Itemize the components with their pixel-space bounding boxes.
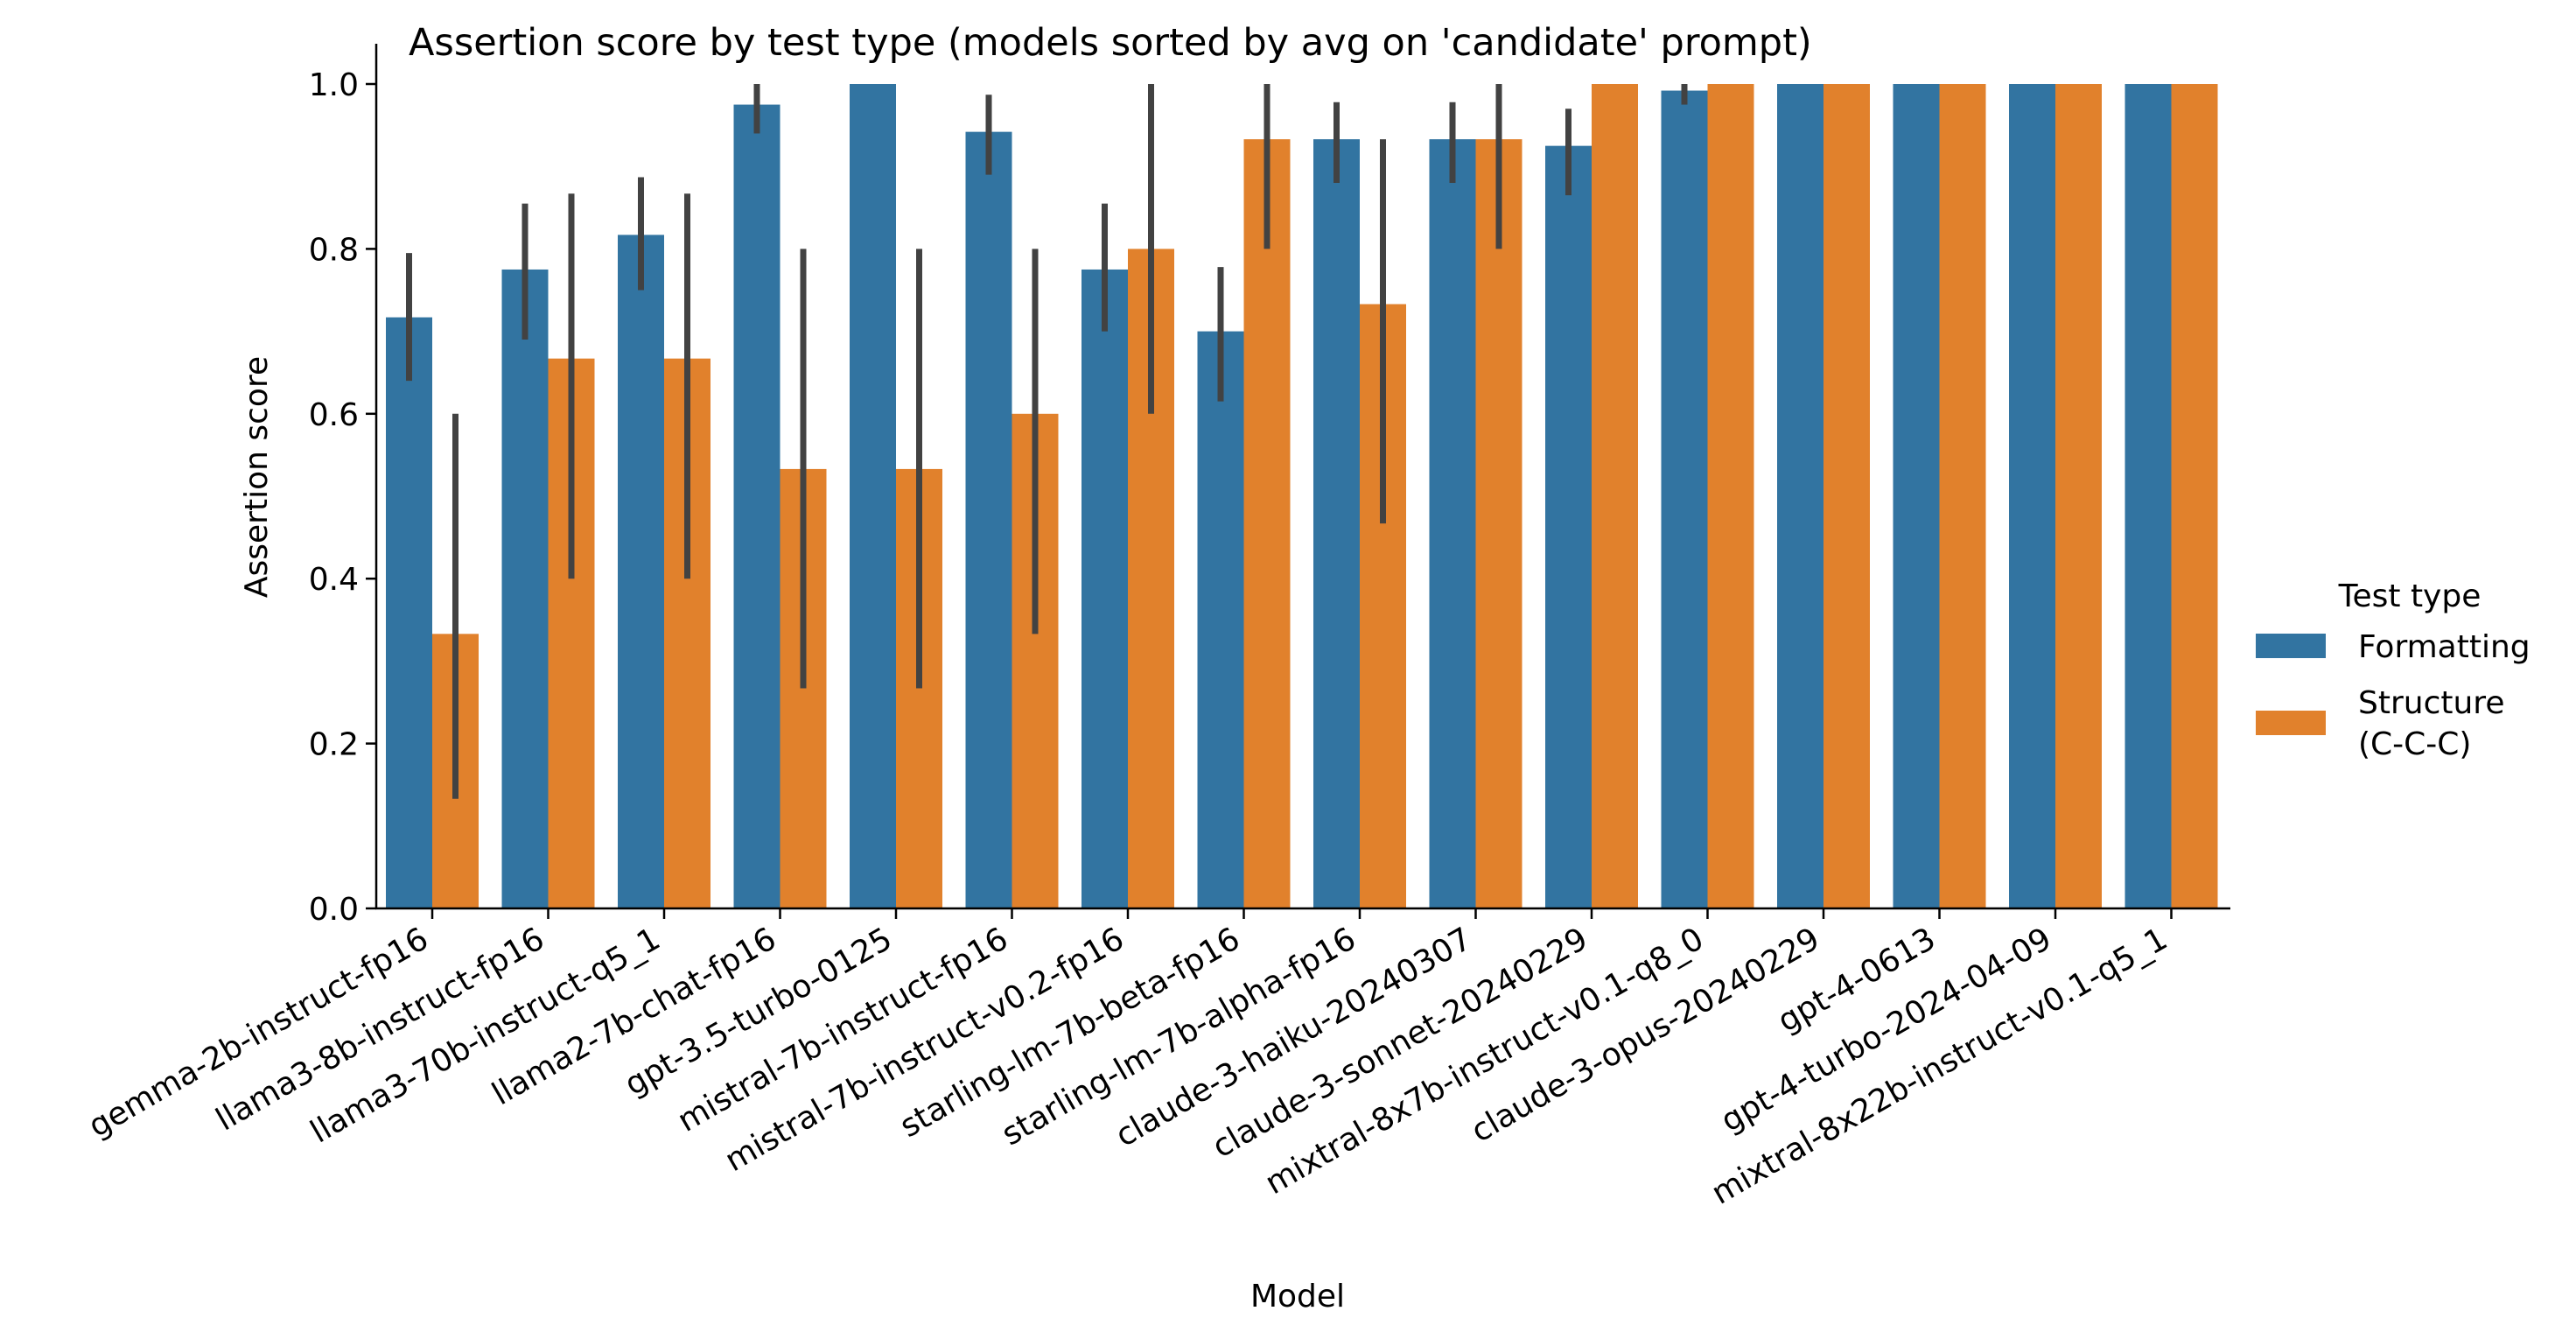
bar-formatting-11	[1661, 90, 1708, 908]
bar-structure-13	[1939, 84, 1986, 908]
bar-structure-14	[2055, 84, 2102, 908]
legend-label-formatting: Formatting	[2358, 629, 2530, 665]
legend-swatch-structure	[2256, 711, 2326, 735]
bar-formatting-14	[2009, 84, 2055, 908]
chart-title: Assertion score by test type (models sor…	[409, 21, 1812, 65]
bar-formatting-15	[2124, 84, 2172, 908]
bar-structure-9	[1475, 139, 1522, 908]
bar-formatting-5	[965, 131, 1012, 909]
bar-structure-15	[2171, 84, 2218, 908]
bar-formatting-8	[1313, 139, 1360, 908]
y-tick-label: 0.4	[309, 562, 359, 598]
y-tick-label: 0.8	[309, 232, 359, 268]
bar-formatting-1	[501, 269, 549, 908]
legend-label-structure: (C-C-C)	[2358, 726, 2471, 762]
bar-formatting-2	[618, 235, 664, 908]
bar-structure-7	[1243, 139, 1291, 908]
bar-formatting-0	[386, 317, 432, 908]
bar-formatting-3	[733, 104, 780, 909]
legend: Test type Formatting Structure (C-C-C)	[2256, 578, 2530, 762]
bar-structure-10	[1592, 84, 1638, 908]
bar-formatting-6	[1082, 269, 1128, 908]
error-bars-layer	[406, 84, 1688, 799]
y-tick-label: 0.2	[309, 727, 359, 763]
y-tick-label: 0.6	[309, 397, 359, 433]
x-axis-label: Model	[1250, 1279, 1345, 1314]
y-tick-label: 1.0	[309, 67, 359, 103]
bar-formatting-10	[1545, 145, 1592, 908]
legend-label-structure: Structure	[2358, 685, 2504, 721]
bars-layer	[386, 84, 2218, 909]
bar-formatting-9	[1429, 139, 1476, 908]
bar-structure-11	[1707, 84, 1754, 908]
legend-swatch-formatting	[2256, 634, 2326, 658]
y-axis-label: Assertion score	[239, 356, 275, 598]
y-tick-label: 0.0	[309, 892, 359, 928]
bar-structure-12	[1824, 84, 1870, 908]
bar-formatting-4	[850, 84, 896, 908]
bar-formatting-7	[1197, 331, 1244, 909]
bar-formatting-12	[1777, 84, 1824, 908]
axes-layer: 0.0 0.2 0.4 0.6 0.8 1.0	[309, 44, 2230, 928]
bar-formatting-13	[1893, 84, 1940, 908]
legend-title: Test type	[2338, 578, 2482, 614]
